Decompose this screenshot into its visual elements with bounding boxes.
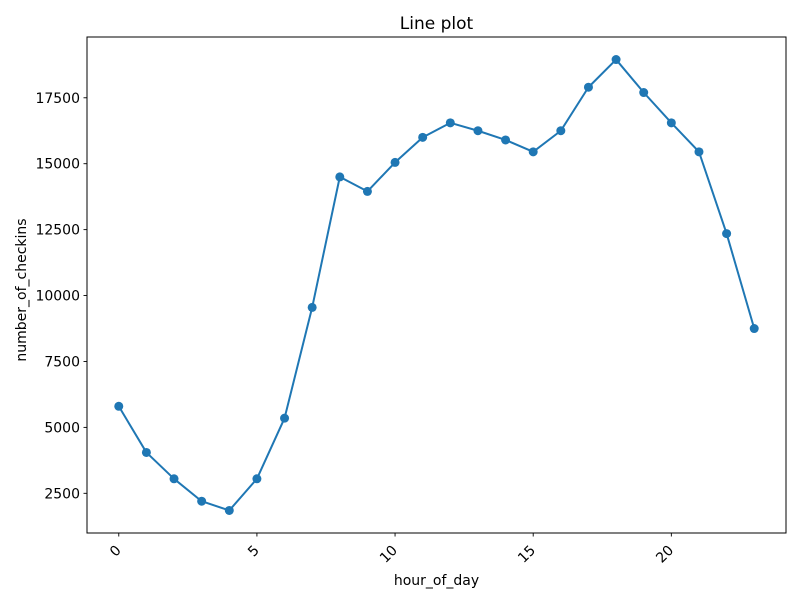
data-point-marker xyxy=(611,55,621,65)
data-point-marker xyxy=(390,157,400,167)
x-tick-label: 0 xyxy=(107,543,125,561)
y-axis-label: number_of_checkins xyxy=(14,218,30,361)
data-point-marker xyxy=(473,126,483,136)
data-point-marker xyxy=(749,324,759,334)
data-point-marker xyxy=(722,229,732,239)
x-tick-label: 15 xyxy=(515,543,539,567)
data-point-marker xyxy=(307,302,317,312)
data-point-marker xyxy=(335,172,345,182)
data-point-marker xyxy=(694,147,704,157)
data-point-marker xyxy=(252,474,262,484)
data-point-marker xyxy=(141,447,151,457)
data-point-marker xyxy=(280,413,290,423)
chart-title: Line plot xyxy=(400,14,474,34)
y-tick-label: 15000 xyxy=(35,157,80,173)
data-point-marker xyxy=(528,147,538,157)
y-tick-label: 7500 xyxy=(44,354,80,370)
data-point-marker xyxy=(418,132,428,142)
data-point-marker xyxy=(224,505,234,515)
data-point-marker xyxy=(583,82,593,92)
line-series xyxy=(117,58,756,512)
y-tick-label: 17500 xyxy=(35,91,80,107)
data-point-marker xyxy=(362,186,372,196)
y-tick-label: 12500 xyxy=(35,223,80,239)
data-point-marker xyxy=(639,88,649,98)
x-tick-label: 20 xyxy=(653,543,677,567)
data-point-marker xyxy=(169,474,179,484)
data-point-marker xyxy=(445,118,455,128)
data-point-marker xyxy=(501,135,511,145)
data-point-marker xyxy=(197,496,207,506)
y-tick-label: 2500 xyxy=(44,486,80,502)
y-tick-label: 5000 xyxy=(44,420,80,436)
y-tick-label: 10000 xyxy=(35,289,80,305)
data-point-marker xyxy=(666,118,676,128)
x-axis-label: hour_of_day xyxy=(394,573,479,589)
x-tick-label: 10 xyxy=(377,543,401,567)
data-point-marker xyxy=(114,401,124,411)
x-tick-label: 5 xyxy=(245,543,263,561)
data-point-marker xyxy=(556,126,566,136)
plot-border xyxy=(86,36,787,534)
plot-area: 2500 5000 7500 10000 12500 15000 17500 0 5 10 15 20 xyxy=(35,55,759,567)
